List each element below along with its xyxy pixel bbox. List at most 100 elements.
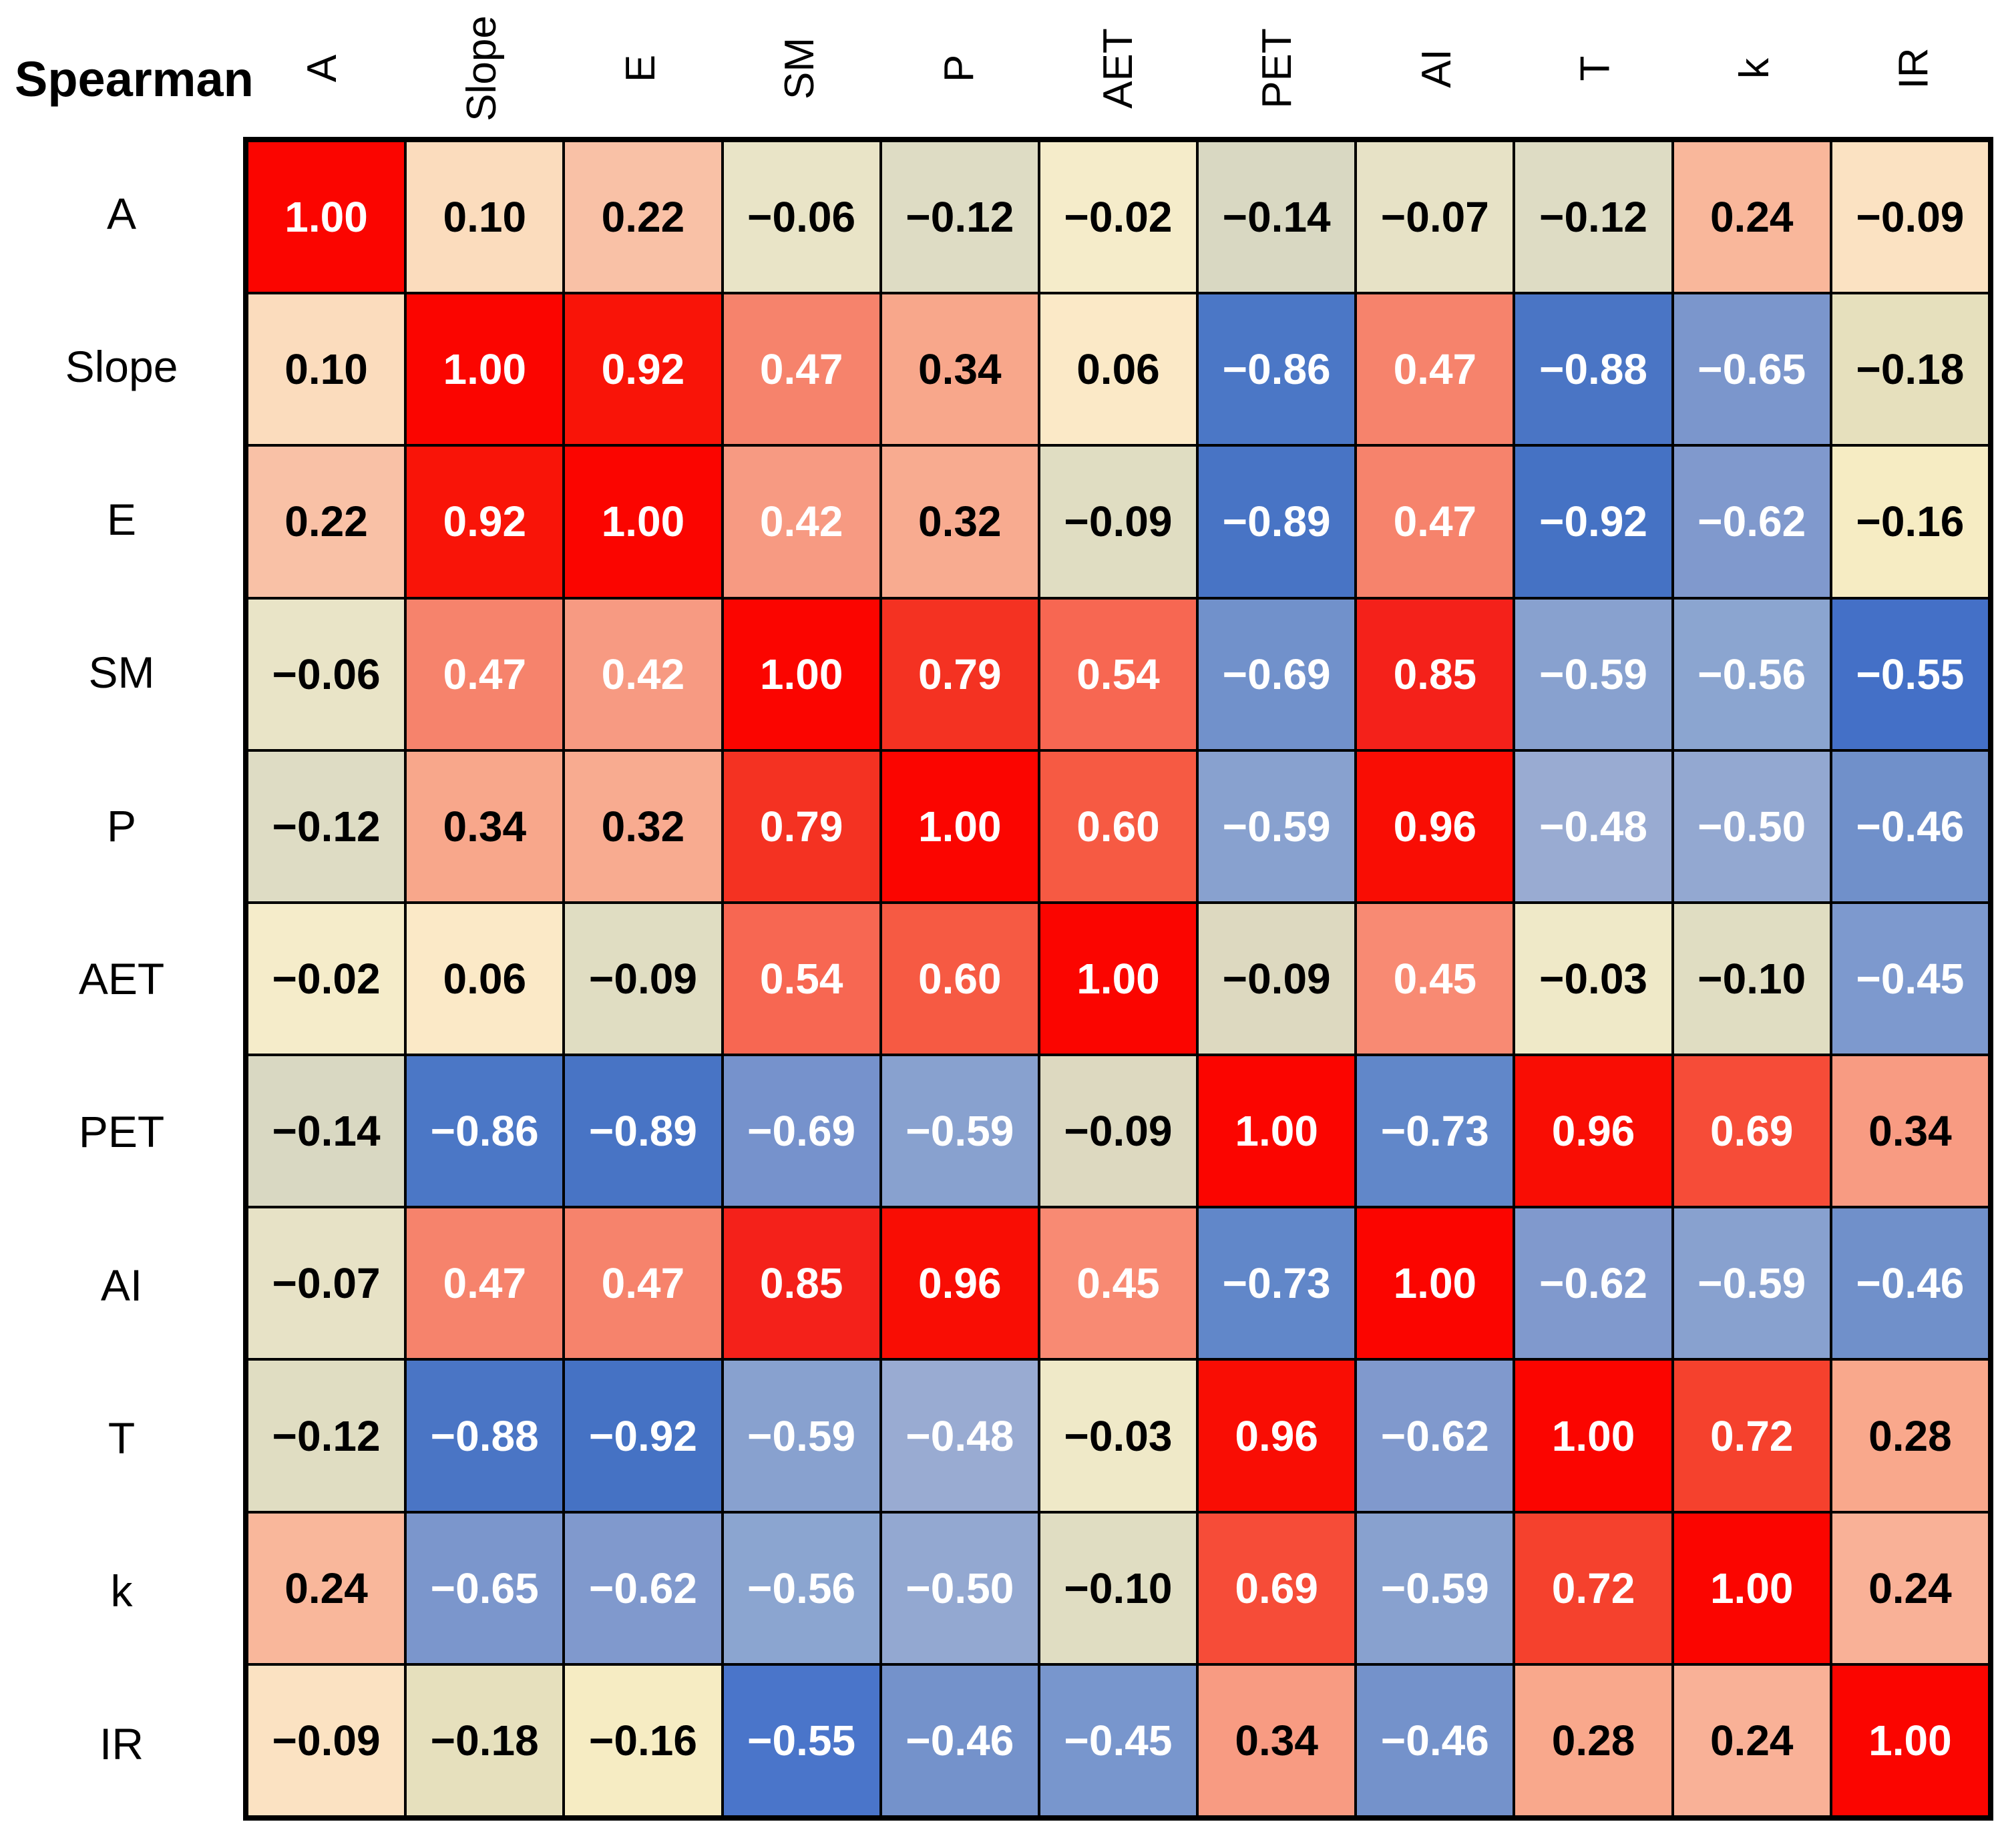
matrix-cell-A-PET: −0.14 (1197, 141, 1356, 294)
matrix-cell-SM-A: −0.06 (247, 598, 406, 750)
matrix-cell-k-E: −0.62 (564, 1512, 723, 1664)
cell-value: −0.55 (747, 1716, 856, 1765)
matrix-cell-AI-E: 0.47 (564, 1207, 723, 1360)
matrix-cell-PET-E: −0.89 (564, 1055, 723, 1208)
matrix-cell-Slope-IR: −0.18 (1830, 293, 1989, 446)
matrix-cell-P-Slope: 0.34 (405, 750, 564, 903)
matrix-cell-IR-P: −0.46 (880, 1664, 1039, 1817)
cell-value: 0.96 (918, 1259, 1002, 1308)
matrix-cell-P-SM: 0.79 (722, 750, 881, 903)
cell-value: −0.62 (1697, 497, 1806, 546)
matrix-cell-AET-P: 0.60 (880, 902, 1039, 1056)
cell-value: 0.79 (759, 802, 843, 851)
cell-value: 0.47 (443, 1259, 527, 1308)
cell-value: 0.85 (1393, 650, 1477, 698)
matrix-cell-P-AET: 0.60 (1038, 750, 1198, 903)
row-label-PET: PET (78, 1107, 165, 1157)
cell-value: −0.03 (1539, 954, 1647, 1003)
cell-value: −0.48 (906, 1411, 1014, 1460)
matrix-cell-k-k: 1.00 (1672, 1512, 1831, 1664)
matrix-cell-P-P: 1.00 (880, 750, 1039, 903)
matrix-cell-A-AI: −0.07 (1356, 141, 1515, 294)
cell-value: −0.14 (1222, 193, 1331, 242)
matrix-cell-A-AET: −0.02 (1038, 141, 1198, 294)
matrix-cell-T-Slope: −0.88 (405, 1359, 564, 1512)
matrix-cell-AI-IR: −0.46 (1830, 1207, 1989, 1360)
matrix-cell-k-PET: 0.69 (1197, 1512, 1356, 1664)
matrix-cell-SM-AET: 0.54 (1038, 598, 1198, 750)
cell-value: 0.69 (1235, 1564, 1318, 1612)
cell-value: 0.72 (1551, 1564, 1635, 1612)
cell-value: −0.06 (272, 650, 381, 698)
matrix-cell-k-Slope: −0.65 (405, 1512, 564, 1664)
row-label-SM: SM (88, 648, 155, 698)
col-header-label: AET (1094, 28, 1141, 109)
matrix-cell-SM-IR: −0.55 (1830, 598, 1989, 750)
cell-value: −0.59 (1539, 650, 1647, 698)
cell-value: −0.12 (1539, 193, 1647, 242)
matrix-cell-P-PET: −0.59 (1197, 750, 1356, 903)
matrix-cell-P-k: −0.50 (1672, 750, 1831, 903)
matrix-cell-PET-T: 0.96 (1514, 1055, 1673, 1208)
cell-value: 0.22 (601, 193, 685, 242)
cell-value: 0.60 (918, 954, 1002, 1003)
matrix-cell-k-A: 0.24 (247, 1512, 406, 1664)
matrix-cell-E-IR: −0.16 (1830, 445, 1989, 598)
cell-value: −0.56 (747, 1564, 856, 1612)
matrix-cell-k-T: 0.72 (1514, 1512, 1673, 1664)
row-label-P: P (106, 800, 137, 851)
cell-value: 0.47 (1393, 345, 1477, 394)
matrix-cell-E-E: 1.00 (564, 445, 723, 598)
cell-value: −0.92 (588, 1411, 697, 1460)
matrix-cell-PET-Slope: −0.86 (405, 1055, 564, 1208)
matrix-cell-k-AI: −0.59 (1356, 1512, 1515, 1664)
matrix-cell-A-A: 1.00 (247, 141, 406, 294)
col-header-P: P (879, 0, 1038, 137)
cell-value: 0.47 (443, 650, 527, 698)
cell-value: 0.32 (918, 497, 1002, 546)
cell-value: −0.12 (272, 1411, 381, 1460)
matrix-cell-AI-SM: 0.85 (722, 1207, 881, 1360)
matrix-cell-Slope-AET: 0.06 (1038, 293, 1198, 446)
cell-value: 0.54 (759, 954, 843, 1003)
cell-value: −0.12 (272, 802, 381, 851)
cell-value: −0.62 (588, 1564, 697, 1612)
matrix-cell-AET-T: −0.03 (1514, 902, 1673, 1056)
cell-value: −0.55 (1856, 650, 1965, 698)
matrix-cell-SM-T: −0.59 (1514, 598, 1673, 750)
cell-value: −0.02 (272, 954, 381, 1003)
col-header-E: E (562, 0, 721, 137)
cell-value: 0.72 (1710, 1411, 1794, 1460)
matrix-cell-E-PET: −0.89 (1197, 445, 1356, 598)
cell-value: 0.92 (443, 497, 527, 546)
cell-value: −0.09 (1064, 497, 1173, 546)
cell-value: −0.09 (1064, 1107, 1173, 1156)
col-header-Slope: Slope (402, 0, 561, 137)
matrix-cell-Slope-PET: −0.86 (1197, 293, 1356, 446)
cell-value: −0.09 (1222, 954, 1331, 1003)
matrix-cell-PET-PET: 1.00 (1197, 1055, 1356, 1208)
cell-value: 1.00 (443, 345, 527, 394)
cell-value: −0.16 (588, 1716, 697, 1765)
col-header-T: T (1516, 0, 1675, 137)
cell-value: −0.65 (1697, 345, 1806, 394)
row-label-k: k (110, 1566, 133, 1616)
matrix-cell-Slope-T: −0.88 (1514, 293, 1673, 446)
correlation-matrix-grid: 1.00 0.10 0.22 −0.06 −0.12 −0.02 −0.14 −0.07 −0.… (243, 137, 1993, 1821)
cell-value: −0.59 (906, 1107, 1014, 1156)
cell-value: 1.00 (1710, 1564, 1794, 1612)
matrix-cell-A-IR: −0.09 (1830, 141, 1989, 294)
matrix-cell-P-T: −0.48 (1514, 750, 1673, 903)
cell-value: −0.62 (1380, 1411, 1489, 1460)
cell-value: −0.10 (1697, 954, 1806, 1003)
cell-value: −0.86 (430, 1107, 539, 1156)
cell-value: −0.69 (747, 1107, 856, 1156)
matrix-cell-T-PET: 0.96 (1197, 1359, 1356, 1512)
cell-value: −0.59 (1380, 1564, 1489, 1612)
matrix-cell-SM-SM: 1.00 (722, 598, 881, 750)
cell-value: −0.07 (272, 1259, 381, 1308)
cell-value: 0.47 (601, 1259, 685, 1308)
cell-value: −0.62 (1539, 1259, 1647, 1308)
cell-value: 0.42 (759, 497, 843, 546)
